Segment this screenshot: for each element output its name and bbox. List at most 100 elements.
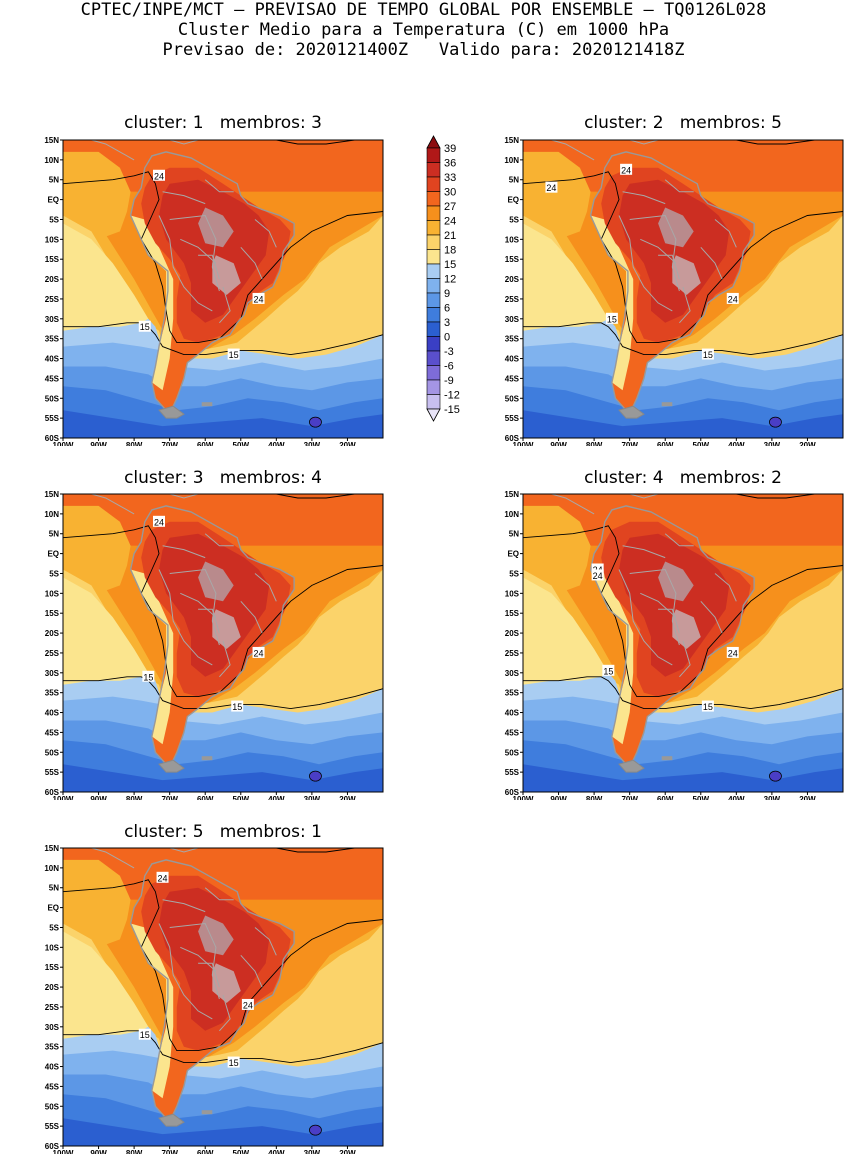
lat-label: 60S: [505, 434, 520, 443]
cold-cell: [309, 770, 322, 782]
lat-label: 60S: [45, 1142, 60, 1151]
contour-label-bg: [156, 871, 169, 883]
lat-label: 45S: [505, 728, 520, 737]
panel-3-title: cluster: 3 membros: 4: [124, 468, 322, 488]
hot-spot: [198, 207, 234, 248]
lat-label: 45S: [505, 374, 520, 383]
lon-label: 60W: [657, 441, 674, 446]
border-line: [254, 927, 277, 956]
border-line: [204, 533, 234, 547]
colorbar-label: 9: [444, 288, 450, 300]
coastline: [129, 505, 295, 766]
colorbar-segment: [426, 321, 441, 337]
border-line: [679, 286, 691, 324]
colorbar-label: -9: [444, 375, 454, 387]
colorbar-label: -3: [444, 346, 454, 358]
lat-label: 5S: [49, 215, 59, 224]
colorbar-segment: [426, 394, 441, 410]
falklands: [661, 756, 673, 761]
hot-spot: [658, 207, 694, 248]
lat-label: 10S: [505, 589, 520, 598]
contour-label: 15: [703, 350, 713, 360]
lat-label: 5S: [509, 215, 519, 224]
contour-label-bg: [701, 348, 714, 360]
lon-label: 70W: [161, 441, 178, 446]
contour-label: 24: [154, 517, 164, 527]
lon-label: 100W: [53, 441, 74, 446]
lat-label: 20S: [505, 275, 520, 284]
lon-label: 80W: [586, 441, 603, 446]
lat-label: 20S: [45, 983, 60, 992]
lat-label: 20S: [505, 629, 520, 638]
contour-label: 15: [143, 672, 153, 682]
lon-label: 30W: [764, 795, 781, 800]
border-line: [91, 140, 135, 161]
hot-spot: [658, 561, 694, 602]
lon-label: 40W: [268, 441, 285, 446]
lon-label: 60W: [197, 441, 214, 446]
lat-label: 10N: [504, 510, 519, 519]
lat-label: 5S: [509, 569, 519, 578]
map-frame: [522, 493, 844, 793]
lat-label: 55S: [45, 414, 60, 423]
lat-label: 35S: [505, 689, 520, 698]
map-panel-3: 24 24 15 15 15N 10N 5N EQ 5S 10S 15S 20S 25S 30S 35S 40…: [44, 490, 384, 800]
lon-label: 80W: [126, 1149, 143, 1154]
falklands: [201, 756, 213, 761]
border-line: [664, 533, 694, 547]
border-line: [219, 640, 231, 678]
contour-label-bg: [701, 700, 714, 712]
colorbar-label: -6: [444, 361, 454, 373]
lat-label: 45S: [45, 728, 60, 737]
border-line: [219, 994, 231, 1032]
colorbar-segment: [426, 379, 441, 395]
contour-label: 15: [603, 666, 613, 676]
contour-label-bg: [252, 646, 265, 658]
lon-label: 70W: [161, 795, 178, 800]
map-panel-4: 242424151515N10N5NEQ5S10S15S20S25S30S35S…: [504, 490, 844, 800]
lat-label: 15N: [44, 136, 59, 145]
panel-4-title: cluster: 4 membros: 2: [584, 468, 782, 488]
lat-label: 10S: [505, 235, 520, 244]
lat-label: EQ: [47, 550, 59, 559]
border-line: [219, 286, 231, 324]
colorbar-label: 15: [444, 259, 456, 271]
contour-label: 24: [254, 648, 264, 658]
contour-24: [523, 525, 843, 698]
border-line: [240, 954, 263, 988]
border-line: [240, 600, 263, 634]
border-line: [169, 494, 199, 499]
border-line: [204, 179, 234, 193]
field-15-18: [63, 931, 156, 1039]
lon-label: 60W: [197, 1149, 214, 1154]
border-line: [204, 887, 234, 901]
cold-cell: [309, 1124, 322, 1136]
border-line: [629, 494, 659, 499]
contour-label: 24: [158, 873, 168, 883]
lat-label: 15S: [45, 609, 60, 618]
contour-27: [736, 494, 815, 499]
lat-label: 40S: [45, 709, 60, 718]
contour-label-bg: [591, 569, 604, 581]
contour-label: 15: [140, 322, 150, 332]
coastline: [589, 151, 755, 412]
border-line: [640, 238, 677, 264]
contour-label: 15: [703, 702, 713, 712]
lat-label: 50S: [505, 748, 520, 757]
map-frame: [522, 139, 844, 439]
contour-label-bg: [620, 163, 633, 175]
lat-label: 55S: [45, 1122, 60, 1131]
field-pacific: [523, 151, 591, 240]
contour-label: 24: [254, 294, 264, 304]
colorbar-label: 3: [444, 317, 450, 329]
colorbar-segment: [426, 292, 441, 308]
colorbar-label: 36: [444, 158, 456, 170]
colorbar-label: 18: [444, 245, 456, 257]
tierra-del-fuego: [618, 405, 645, 419]
contour-label-bg: [153, 169, 165, 181]
hot-spot: [198, 915, 234, 956]
hot-spot: [212, 609, 241, 649]
lon-label: 70W: [161, 1149, 178, 1154]
lon-label: 60W: [197, 795, 214, 800]
falklands: [201, 1110, 213, 1115]
